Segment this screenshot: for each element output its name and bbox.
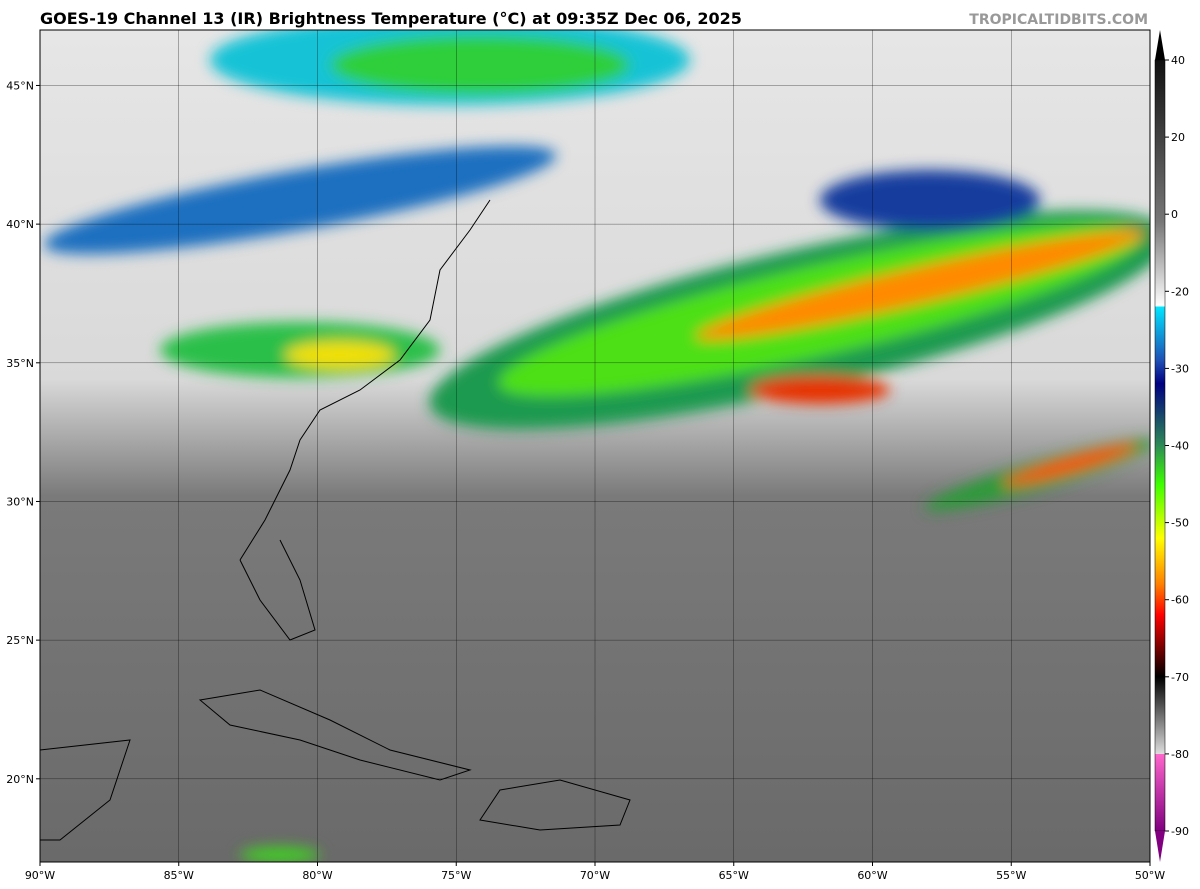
lon-label: 75°W bbox=[441, 869, 471, 882]
lat-label: 40°N bbox=[6, 218, 34, 231]
lon-label: 50°W bbox=[1135, 869, 1165, 882]
lon-label: 70°W bbox=[580, 869, 610, 882]
colorbar-label: -70 bbox=[1171, 671, 1189, 684]
colorbar-label: -30 bbox=[1171, 362, 1189, 375]
colorbar-label: -50 bbox=[1171, 517, 1189, 530]
colorbar-label: 40 bbox=[1171, 54, 1185, 67]
lon-label: 55°W bbox=[996, 869, 1026, 882]
colorbar-top-extension bbox=[1155, 30, 1165, 60]
colorbar-bottom-extension bbox=[1155, 831, 1165, 862]
lon-label: 80°W bbox=[302, 869, 332, 882]
lat-label: 35°N bbox=[6, 357, 34, 370]
lon-label: 90°W bbox=[25, 869, 55, 882]
colorbar-label: -60 bbox=[1171, 594, 1189, 607]
colorbar-label: -20 bbox=[1171, 285, 1189, 298]
lat-label: 45°N bbox=[6, 79, 34, 92]
colorbar-label: 20 bbox=[1171, 131, 1185, 144]
colorbar-label: 0 bbox=[1171, 208, 1178, 221]
lat-label: 25°N bbox=[6, 634, 34, 647]
colorbar bbox=[1154, 30, 1166, 862]
title: GOES-19 Channel 13 (IR) Brightness Tempe… bbox=[40, 9, 742, 28]
colorbar-scale bbox=[1154, 59, 1166, 832]
lon-label: 60°W bbox=[857, 869, 887, 882]
graticule bbox=[40, 30, 1150, 862]
lon-label: 65°W bbox=[719, 869, 749, 882]
lat-label: 20°N bbox=[6, 773, 34, 786]
colorbar-label: -40 bbox=[1171, 440, 1189, 453]
lon-label: 85°W bbox=[164, 869, 194, 882]
credit: TROPICALTIDBITS.COM bbox=[969, 12, 1148, 28]
imagery bbox=[40, 30, 1150, 862]
cloud-bands bbox=[43, 30, 1150, 862]
colorbar-label: -90 bbox=[1171, 825, 1189, 838]
lat-label: 30°N bbox=[6, 495, 34, 508]
coastlines bbox=[40, 199, 631, 841]
colorbar-label: -80 bbox=[1171, 748, 1189, 761]
